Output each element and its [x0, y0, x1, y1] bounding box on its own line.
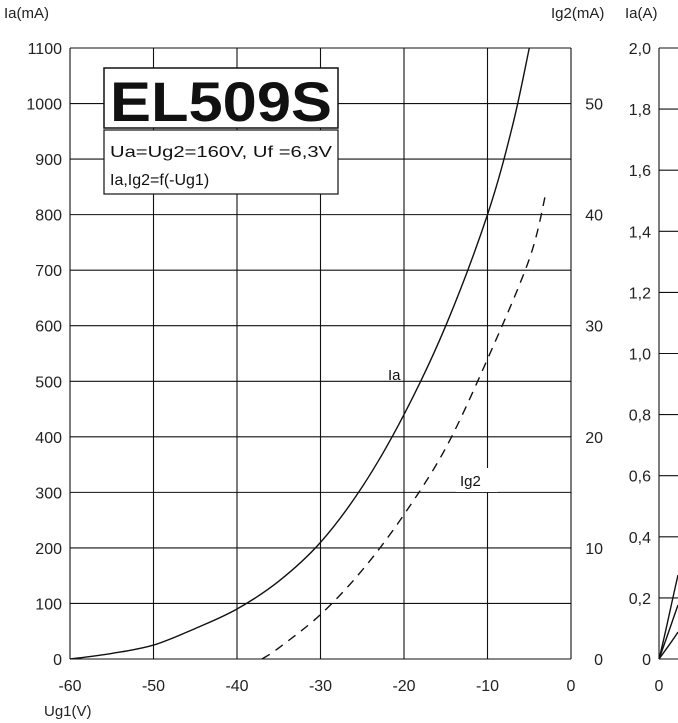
series-layer: [69, 47, 678, 660]
x-tick-label: -10: [476, 678, 499, 695]
second-chart-y-tick-label: 0,6: [629, 469, 651, 486]
y-right-tick-label: 20: [585, 430, 603, 447]
y-left-tick-label: 0: [53, 652, 62, 669]
right-axis-label: Ig2(mA): [551, 5, 604, 22]
series-label-ig2-background: [456, 468, 498, 492]
y-left-tick-label: 600: [35, 319, 62, 336]
title-box: [103, 67, 339, 129]
conditions-line-1: Ua=Ug2=160V, Uf =6,3V: [110, 144, 332, 161]
second-chart-x-tick-label: 0: [655, 678, 664, 695]
y-left-tick-label: 500: [35, 374, 62, 391]
y-right-tick-label: 30: [585, 319, 603, 336]
second-chart-y-tick-label: 1,0: [629, 347, 651, 364]
second-chart-y-tick-label: 1,2: [629, 285, 651, 302]
tick-labels: -60 -50 -40 -30 -20 -10 0010020030040050060070…: [26, 41, 663, 695]
y-left-tick-label: 200: [35, 541, 62, 558]
x-tick-label: -30: [309, 678, 332, 695]
x-tick-label: -50: [142, 678, 165, 695]
second-chart-y-tick-label: 0,4: [629, 530, 651, 547]
y-left-tick-label: 1000: [26, 97, 62, 114]
second-chart-y-tick-label: 1,8: [629, 102, 651, 119]
second-chart-y-tick-label: 2,0: [629, 41, 651, 58]
y-right-tick-label: 40: [585, 208, 603, 225]
chart-title: EL509S: [110, 70, 332, 133]
y-right-tick-label: 50: [585, 97, 603, 114]
y-right-tick-label: 0: [594, 652, 603, 669]
y-left-tick-label: 700: [35, 263, 62, 280]
x-tick-label: 0: [567, 678, 576, 695]
x-axis-label: Ug1(V): [44, 703, 92, 720]
y-left-tick-label: 100: [35, 596, 62, 613]
y-left-tick-label: 1100: [28, 41, 63, 58]
series-label-ia: Ia: [388, 367, 401, 384]
series-label-ig2: Ig2: [460, 473, 481, 490]
y-left-tick-label: 400: [35, 430, 62, 447]
series-line-ia: [69, 47, 530, 660]
second-chart-y-label: Ia(A): [625, 5, 658, 22]
conditions-line-2: Ia,Ig2=f(-Ug1): [110, 172, 209, 189]
second-chart-curve: [658, 631, 678, 660]
conditions-box: [103, 129, 339, 195]
second-chart-y-tick-label: 1,6: [629, 163, 651, 180]
y-left-tick-label: 800: [35, 208, 62, 225]
second-chart-curve: [658, 604, 678, 660]
second-chart-y-tick-label: 0: [642, 652, 651, 669]
x-tick-label: -40: [225, 678, 248, 695]
series-line-ig2: [261, 192, 547, 660]
left-axis-label: Ia(mA): [4, 5, 49, 22]
x-tick-label: -60: [58, 678, 81, 695]
y-left-tick-label: 300: [35, 485, 62, 502]
second-chart-y-tick-label: 0,8: [629, 408, 651, 425]
x-tick-label: -20: [392, 678, 415, 695]
y-left-tick-label: 900: [35, 152, 62, 169]
y-right-tick-label: 10: [585, 541, 603, 558]
second-chart-y-tick-label: 1,4: [629, 224, 651, 241]
second-chart-y-tick-label: 0,2: [629, 591, 651, 608]
